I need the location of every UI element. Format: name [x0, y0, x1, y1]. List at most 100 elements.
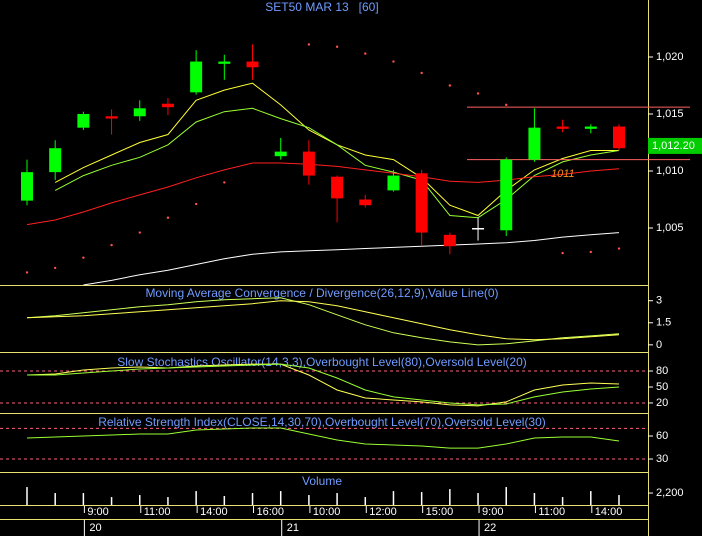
candle-body	[49, 148, 62, 173]
panel-title: SET50 MAR 13 [60]	[265, 0, 378, 14]
candle-body	[387, 175, 400, 191]
candle-body	[77, 114, 90, 128]
date-tick-label: 22	[484, 522, 496, 534]
sar-dot	[561, 251, 564, 255]
candle-body	[190, 61, 203, 93]
volume-bar	[251, 493, 254, 505]
candle-body	[415, 173, 428, 233]
candle-body	[584, 126, 597, 129]
sar-dot	[25, 271, 29, 274]
series-line	[83, 232, 620, 286]
volume-bar	[618, 495, 620, 505]
x-tick-label: 11:00	[538, 506, 565, 518]
candle-body	[443, 234, 456, 247]
series-line	[26, 297, 620, 346]
x-tick-label: 9:00	[482, 506, 503, 518]
sar-dot	[223, 181, 226, 184]
candle-body	[612, 126, 625, 149]
volume-bar	[195, 491, 197, 505]
candle-body	[331, 176, 344, 199]
volume-bar	[26, 487, 28, 505]
candle-body	[359, 199, 372, 206]
y-tick-label: 3	[656, 295, 662, 307]
panel-title: Relative Strength Index(CLOSE,14,30,70),…	[98, 415, 546, 429]
candle-body	[133, 108, 146, 117]
sar-dot	[82, 256, 85, 259]
volume-bar	[308, 495, 310, 505]
x-tick-label: 9:00	[87, 506, 108, 518]
y-tick-label: 60	[656, 430, 668, 442]
volume-bar	[590, 491, 592, 505]
volume-bar	[533, 493, 536, 505]
sar-dot	[194, 202, 198, 206]
volume-bar	[336, 493, 338, 505]
volume-bar	[364, 497, 367, 505]
last-price-box	[648, 137, 702, 154]
volume-bar	[54, 493, 56, 505]
series-line	[26, 363, 620, 407]
date-tick-label: 20	[89, 522, 101, 534]
sar-dot	[307, 43, 311, 46]
y-tick-label: 0	[656, 339, 662, 351]
x-tick-label: 14:00	[595, 506, 623, 518]
candle-body	[161, 103, 174, 108]
date-tick-label: 21	[287, 522, 299, 534]
x-tick-label: 15:00	[426, 506, 454, 518]
y-tick-label: 1.5	[656, 317, 671, 329]
candle-body	[21, 172, 33, 201]
x-tick-label: 12:00	[369, 506, 397, 518]
volume-bar	[279, 491, 282, 505]
x-tick-label: 11:00	[144, 506, 171, 518]
volume-bar	[477, 493, 479, 505]
panel-borders	[0, 0, 649, 536]
candle-body	[500, 159, 513, 231]
y-tick-label: 80	[656, 365, 668, 377]
sar-dot	[166, 216, 170, 219]
x-tick-label: 16:00	[257, 506, 285, 518]
series-line	[54, 107, 620, 219]
annotation: 1011	[551, 168, 575, 180]
sar-dot	[617, 247, 621, 250]
volume-bar	[110, 497, 113, 505]
volume-bar	[167, 497, 169, 505]
candle-body	[218, 61, 231, 64]
panel-title: Volume	[302, 474, 342, 488]
series-line	[26, 300, 620, 341]
y-tick-label: 1,015	[656, 108, 684, 120]
volume-bar	[561, 497, 564, 505]
candle-body	[274, 151, 287, 157]
sar-dot	[448, 84, 452, 87]
series-line	[27, 363, 620, 406]
x-tick-label: 14:00	[200, 506, 228, 518]
volume-bar	[505, 487, 507, 505]
sar-dot	[392, 60, 395, 63]
x-tick-label: 10:00	[313, 506, 341, 518]
candle-body	[246, 61, 259, 68]
panel-title: Moving Average Convergence / Divergence(…	[145, 286, 498, 300]
candle-body	[528, 127, 541, 160]
volume-bar	[392, 491, 395, 505]
y-tick-label: 1,010	[656, 165, 684, 177]
volume-bar	[82, 493, 85, 505]
candle-body	[105, 116, 118, 119]
volume-bar	[420, 492, 423, 505]
sar-dot	[110, 243, 113, 247]
y-tick-label: 2,200	[656, 487, 684, 499]
candle-body	[556, 126, 569, 129]
candle-body	[472, 228, 485, 230]
sar-dot	[53, 266, 57, 270]
candle-body	[302, 151, 315, 176]
series-line	[26, 427, 620, 449]
sar-dot	[138, 231, 141, 234]
volume-bar	[139, 495, 141, 505]
y-tick-label: 30	[656, 453, 668, 465]
series-line	[26, 162, 620, 226]
sar-dot	[505, 103, 508, 107]
sar-dot	[589, 250, 592, 254]
sar-dot	[335, 45, 339, 48]
y-tick-label: 1,020	[656, 51, 684, 63]
y-tick-label: 50	[656, 381, 668, 393]
sar-dot	[420, 71, 423, 75]
